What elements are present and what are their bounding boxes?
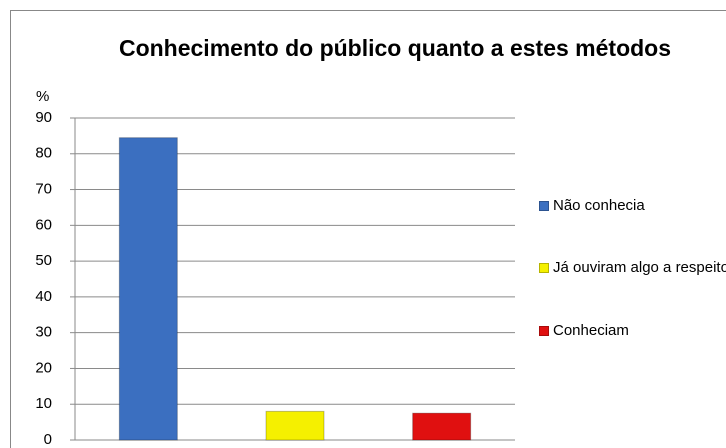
y-tick-label: 10 bbox=[35, 395, 52, 412]
y-tick-label: 80 bbox=[35, 145, 52, 162]
y-tick-label: 50 bbox=[35, 252, 52, 269]
y-tick-label: 40 bbox=[35, 288, 52, 305]
y-tick-label: 0 bbox=[44, 431, 52, 448]
legend-label: Já ouviram algo a respeito bbox=[553, 259, 726, 276]
legend-swatch bbox=[539, 263, 549, 273]
y-tick-label: 20 bbox=[35, 359, 52, 376]
legend-item: Já ouviram algo a respeito bbox=[539, 256, 726, 280]
y-tick-label: 60 bbox=[35, 216, 52, 233]
legend-swatch bbox=[539, 201, 549, 211]
bar bbox=[265, 410, 325, 441]
legend-label: Não conhecia bbox=[553, 197, 645, 214]
chart-frame bbox=[10, 10, 726, 448]
legend-item: Conheciam bbox=[539, 319, 726, 343]
chart-title: Conhecimento do público quanto a estes m… bbox=[118, 35, 672, 61]
legend-swatch bbox=[539, 326, 549, 336]
y-tick-label: 90 bbox=[35, 109, 52, 126]
bar bbox=[118, 137, 178, 441]
y-tick-label: 70 bbox=[35, 181, 52, 198]
y-tick-label: 30 bbox=[35, 324, 52, 341]
legend-item: Não conhecia bbox=[539, 194, 726, 218]
bar bbox=[412, 412, 472, 441]
y-axis-label: % bbox=[36, 88, 49, 105]
legend-label: Conheciam bbox=[553, 322, 629, 339]
